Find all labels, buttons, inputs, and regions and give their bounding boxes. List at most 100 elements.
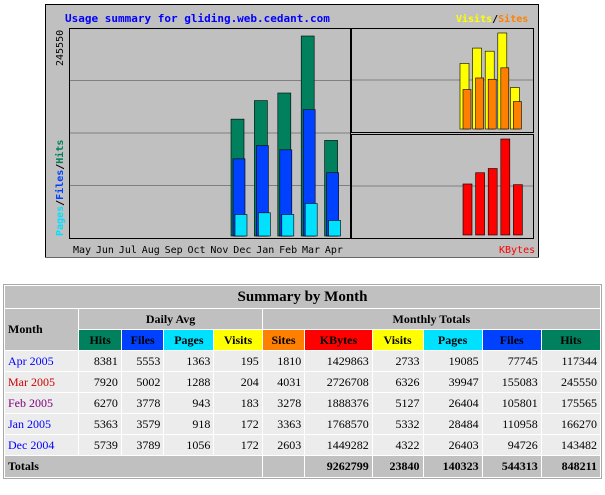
monthly-hits-cell: 117344: [541, 351, 600, 371]
month-link-cell[interactable]: Feb 2005: [5, 393, 79, 413]
month-label: Dec: [233, 245, 251, 256]
monthly-pages-cell: 26404: [423, 393, 482, 413]
monthly-kbytes-cell: 1449282: [305, 435, 372, 455]
usage-chart-svg: Usage summary for gliding.web.cedant.com…: [45, 4, 539, 258]
monthly-visits-cell: 5127: [372, 393, 423, 413]
month-label: Mar: [302, 245, 320, 256]
month-link-cell[interactable]: Dec 2004: [5, 435, 79, 455]
totals-kbytes: 9262799: [305, 456, 372, 477]
totals-row: Totals 9262799 23840 140323 544313 84821…: [5, 456, 600, 477]
monthly-pages-cell: 26403: [423, 435, 482, 455]
table-row: Feb 2005 6270 3778 943 183 3278 1888376 …: [5, 393, 600, 413]
daily-files-header: Files: [121, 330, 164, 350]
monthly-files-header: Files: [482, 330, 541, 350]
pages-bar: [234, 214, 248, 237]
kbytes-bar: [513, 184, 523, 236]
monthly-visits-header: Visits: [372, 330, 423, 350]
daily-hits-cell: 8381: [79, 351, 121, 371]
daily-avg-header: Daily Avg: [79, 309, 262, 329]
daily-pages-cell: 1056: [164, 435, 214, 455]
sites-bar: [462, 89, 472, 130]
monthly-sites-cell: 4031: [262, 372, 305, 392]
daily-pages-cell: 1363: [164, 351, 214, 371]
month-link-cell[interactable]: Jan 2005: [5, 414, 79, 434]
monthly-visits-cell: 4322: [372, 435, 423, 455]
monthly-kbytes-cell: 1888376: [305, 393, 372, 413]
monthly-visits-cell: 5332: [372, 414, 423, 434]
month-label: Jun: [96, 245, 114, 256]
monthly-hits-cell: 245550: [541, 372, 600, 392]
daily-files-cell: 3778: [121, 393, 164, 413]
ylabel-files: Files: [54, 170, 66, 200]
pages-bar: [258, 212, 271, 237]
month-link-cell[interactable]: Apr 2005: [5, 351, 79, 371]
monthly-kbytes-cell: 1429863: [305, 351, 372, 371]
ylabel-separator: /: [55, 164, 66, 170]
daily-visits-cell: 183: [214, 393, 262, 413]
monthly-files-cell: 155083: [482, 372, 541, 392]
monthly-sites-cell: 3363: [262, 414, 305, 434]
daily-visits-cell: 172: [214, 435, 262, 455]
kbytes-bar: [500, 138, 511, 236]
sites-bar: [487, 78, 497, 130]
table-row: Jan 2005 5363 3579 918 172 3363 1768570 …: [5, 414, 600, 434]
month-link-cell[interactable]: Mar 2005: [5, 372, 79, 392]
month-link[interactable]: Apr 2005: [8, 353, 54, 368]
left-max-label: 245550: [55, 30, 66, 66]
daily-visits-cell: 172: [214, 414, 262, 434]
totals-label: Totals: [5, 456, 262, 477]
daily-files-cell: 3789: [121, 435, 164, 455]
visits-sites-legend: Visits/Sites: [456, 13, 528, 25]
month-link[interactable]: Jan 2005: [8, 416, 51, 431]
monthly-hits-cell: 166270: [541, 414, 600, 434]
kbytes-bar: [475, 172, 485, 236]
daily-pages-cell: 943: [164, 393, 214, 413]
legend-sites: Sites: [498, 13, 528, 25]
kbytes-bar: [462, 183, 473, 236]
monthly-visits-cell: 2733: [372, 351, 423, 371]
month-link[interactable]: Mar 2005: [8, 374, 55, 389]
ylabel-pages: Pages: [55, 206, 66, 236]
monthly-visits-cell: 6326: [372, 372, 423, 392]
table-title: Summary by Month: [5, 286, 600, 308]
pages-bar: [281, 214, 295, 237]
monthly-files-cell: 94726: [482, 435, 541, 455]
month-header: Month: [5, 309, 79, 350]
month-label: Jul: [119, 245, 137, 256]
chart-title: Usage summary for gliding.web.cedant.com: [65, 12, 330, 25]
daily-visits-header: Visits: [214, 330, 262, 350]
daily-hits-cell: 5739: [79, 435, 121, 455]
daily-files-cell: 5002: [121, 372, 164, 392]
month-label: Feb: [279, 245, 297, 256]
bottom-right-plot-border: [351, 134, 534, 239]
month-link[interactable]: Feb 2005: [8, 395, 53, 410]
sites-bar: [500, 67, 510, 130]
monthly-files-cell: 105801: [482, 393, 541, 413]
daily-files-cell: 3579: [121, 414, 164, 434]
usage-chart: Usage summary for gliding.web.cedant.com…: [45, 4, 539, 258]
daily-hits-cell: 7920: [79, 372, 121, 392]
ylabel-hits: Hits: [54, 140, 66, 164]
sites-bar: [513, 101, 522, 130]
daily-pages-cell: 918: [164, 414, 214, 434]
month-label: Sep: [165, 245, 183, 256]
monthly-kbytes-cell: 2726708: [305, 372, 372, 392]
month-label: Jan: [256, 245, 274, 256]
daily-files-cell: 5553: [121, 351, 164, 371]
legend-visits: Visits: [456, 13, 492, 25]
table-row: Dec 2004 5739 3789 1056 172 2603 1449282…: [5, 435, 600, 455]
month-label: Apr: [325, 245, 343, 256]
daily-visits-cell: 195: [214, 351, 262, 371]
daily-pages-cell: 1288: [164, 372, 214, 392]
daily-hits-cell: 5363: [79, 414, 121, 434]
monthly-pages-cell: 19085: [423, 351, 482, 371]
pages-bar: [304, 203, 318, 237]
monthly-sites-cell: 3278: [262, 393, 305, 413]
month-label: Oct: [188, 245, 206, 256]
month-link[interactable]: Dec 2004: [8, 437, 55, 452]
monthly-pages-cell: 39947: [423, 372, 482, 392]
monthly-sites-cell: 2603: [262, 435, 305, 455]
legend-separator: /: [492, 14, 498, 25]
kbytes-legend: KBytes: [499, 245, 535, 256]
top-right-plot-border: [351, 28, 534, 133]
